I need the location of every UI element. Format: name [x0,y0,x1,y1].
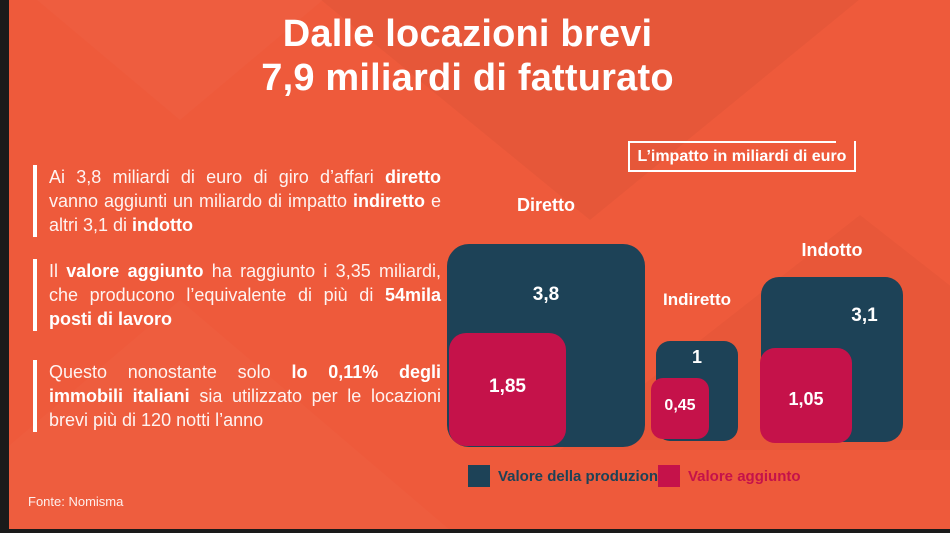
production-value-diretto: 3,8 [532,284,560,305]
category-label-indotto: Indotto [801,240,863,260]
legend-label-added-value: Valore aggiunto [688,467,801,485]
legend-label-production: Valore della produzione [498,467,667,485]
production-value-indotto: 3,1 [851,305,878,326]
added-value-color-swatch [658,465,680,487]
added-value-diretto: 1,85 [489,376,526,397]
legend-item-production: Valore della produzione [468,465,666,487]
added-value-square-indotto [760,348,852,443]
added-value-square-indiretto [651,378,709,439]
category-label-indiretto: Indiretto [663,290,731,309]
production-value-indiretto: 1 [691,347,702,367]
production-color-swatch [468,465,490,487]
bullet-property-share: Questo nonostante solo lo 0,11% degli im… [33,360,441,432]
added-value-indiretto: 0,45 [664,397,696,414]
chart-unit-label: L’impatto in miliardi di euro [637,147,847,165]
chart-unit-box: L’impatto in miliardi di euro [628,141,856,172]
source-note: Fonte: Nomisma [28,494,124,509]
left-letterbox-bar [0,0,9,533]
category-label-diretto: Diretto [517,195,575,215]
added-value-square-diretto [449,333,566,446]
page-title: Dalle locazioni brevi 7,9 miliardi di fa… [0,12,935,100]
chart-unit-box-corner-gap [836,138,854,147]
bullet-direct-impact: Ai 3,8 miliardi di euro di giro d’affari… [33,165,441,237]
title-line-1: Dalle locazioni brevi [282,13,653,55]
bullet-added-value: Il valore aggiunto ha raggiunto i 3,35 m… [33,259,441,331]
legend-item-added-value: Valore aggiunto [658,465,801,487]
added-value-indotto: 1,05 [788,389,824,409]
bottom-letterbox-bar [0,529,950,533]
title-line-2: 7,9 miliardi di fatturato [261,57,674,99]
